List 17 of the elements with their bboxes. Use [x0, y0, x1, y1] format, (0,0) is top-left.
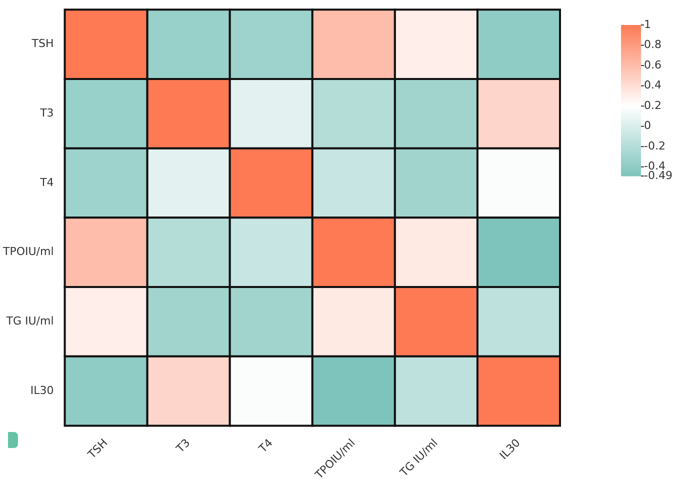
color-bar-label: 0.2: [644, 98, 662, 112]
color-bar-label: 0.8: [644, 38, 662, 52]
y-tick-label: TG IU/ml: [5, 314, 54, 328]
color-bar-label: 0.6: [644, 58, 662, 72]
y-tick-label: TPOIU/ml: [2, 245, 54, 258]
color-bar-label: -0.2: [644, 139, 666, 152]
y-tick-label: T4: [39, 176, 54, 189]
color-bar-label: 0: [644, 119, 651, 132]
y-tick-label: T3: [39, 106, 54, 120]
x-tick-label: TSH: [84, 436, 110, 462]
color-bar-label: 0.4: [644, 78, 662, 92]
color-bar-label: 1: [644, 18, 651, 31]
x-tick-label: T3: [173, 436, 193, 456]
y-tick-label: TSH: [30, 37, 54, 50]
color-bar-label: -0.49: [644, 168, 672, 182]
x-tick-label: T4: [256, 436, 276, 456]
y-tick-label: IL30: [30, 384, 54, 397]
